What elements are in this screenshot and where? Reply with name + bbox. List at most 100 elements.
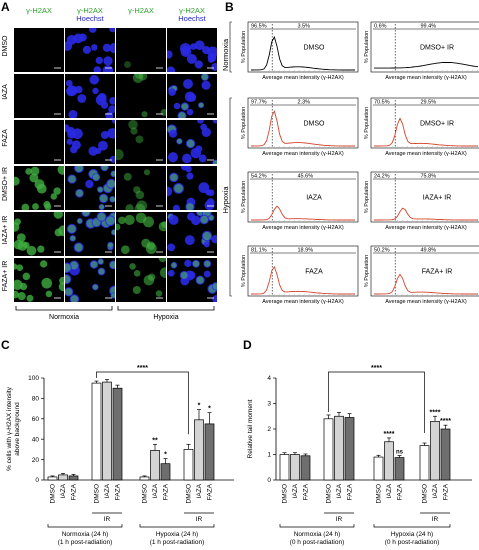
x-tick xyxy=(352,293,356,297)
x-tick xyxy=(312,145,316,149)
x-tick xyxy=(277,145,281,149)
gate-right-percent: 3.5% xyxy=(298,24,311,30)
group-bracket xyxy=(279,524,355,528)
x-tick xyxy=(445,219,449,223)
x-tick xyxy=(307,293,311,297)
y-tick-label: 40 xyxy=(32,436,40,443)
nucleus-signal xyxy=(37,245,45,253)
nucleus-signal xyxy=(170,173,178,182)
x-axis-label: Average mean intensity (γ-H2AX) xyxy=(262,75,344,81)
nucleus-signal xyxy=(107,179,115,188)
group-label: Normoxia (24 h) xyxy=(294,531,341,538)
nucleus-signal xyxy=(70,295,79,302)
x-tick xyxy=(410,69,414,73)
significance-mark: **** xyxy=(440,418,451,425)
nucleus-signal xyxy=(65,263,71,273)
nucleus-signal xyxy=(212,160,217,164)
x-tick xyxy=(430,293,434,297)
group-bracket xyxy=(47,524,123,528)
histogram-plot: % Population Average mean intensity (γ-H2… xyxy=(241,245,359,305)
x-tick-label: FAZA xyxy=(115,483,122,500)
x-tick xyxy=(395,219,399,223)
nucleus-signal xyxy=(134,74,144,79)
x-tick xyxy=(292,293,296,297)
nucleus xyxy=(183,78,193,89)
nucleus-signal xyxy=(204,260,211,267)
x-tick xyxy=(470,69,474,73)
column-header-line1: γ-H2AX xyxy=(26,6,52,15)
nucleus xyxy=(187,212,196,221)
nucleus xyxy=(211,62,217,72)
y-axis-label: Relative tail moment xyxy=(247,399,254,458)
x-tick xyxy=(332,219,336,223)
nucleus-signal xyxy=(14,222,20,232)
x-tick xyxy=(390,293,394,297)
nucleus xyxy=(184,235,195,246)
x-tick xyxy=(317,145,321,149)
nucleus-signal xyxy=(111,171,115,177)
nucleus xyxy=(88,146,98,156)
x-tick xyxy=(337,293,341,297)
nucleus-signal xyxy=(34,179,45,190)
x-tick xyxy=(292,69,296,73)
nucleus xyxy=(109,155,115,163)
x-tick xyxy=(337,69,341,73)
nucleus-signal xyxy=(59,276,64,285)
sample-label: FAZA xyxy=(305,269,323,276)
micrograph-image xyxy=(67,166,115,210)
bar xyxy=(183,449,194,481)
column-header: γ-H2AX Hoechst xyxy=(65,7,115,23)
micrograph-image xyxy=(65,28,115,72)
x-tick xyxy=(410,145,414,149)
micrograph-tile xyxy=(14,258,64,302)
x-tick xyxy=(317,69,321,73)
panel-letter-d: D xyxy=(243,338,252,352)
nucleus xyxy=(88,28,97,33)
nucleus-signal xyxy=(92,173,100,181)
row-label: FAZA xyxy=(2,129,9,147)
x-tick xyxy=(332,69,336,73)
x-tick xyxy=(272,293,276,297)
nucleus-signal xyxy=(133,270,141,277)
gate-left-percent: 81.1% xyxy=(251,248,267,254)
bar xyxy=(430,420,440,481)
x-tick xyxy=(400,293,404,297)
micrograph-tile xyxy=(116,212,166,256)
histogram-curve xyxy=(374,273,478,295)
x-tick-label: DMSO xyxy=(186,484,193,504)
nucleus-signal xyxy=(45,290,53,298)
bar xyxy=(344,417,355,481)
x-tick xyxy=(420,219,424,223)
nucleus-signal xyxy=(186,139,195,148)
ir-label: IR xyxy=(336,516,343,523)
y-axis-label: % Population xyxy=(241,181,247,213)
nucleus xyxy=(184,259,192,268)
micrograph-image xyxy=(124,61,163,69)
x-tick xyxy=(470,145,474,149)
y-axis-label: % Population xyxy=(241,31,247,63)
gate-right-percent: 99.4% xyxy=(421,24,437,30)
nucleus-signal xyxy=(180,271,188,279)
nucleus-signal xyxy=(143,216,154,228)
micrograph-tile xyxy=(116,120,166,164)
histogram-plot: % Population Average mean intensity (γ-H2… xyxy=(241,97,359,157)
sample-label: FAZA+ IR xyxy=(422,269,453,276)
nucleus-signal xyxy=(158,258,166,263)
x-tick xyxy=(465,69,469,73)
column-header-line2: Hoechst xyxy=(76,14,104,23)
x-tick xyxy=(455,69,459,73)
nucleus xyxy=(167,50,173,59)
plot-frame xyxy=(247,171,359,223)
x-tick xyxy=(395,69,399,73)
x-tick xyxy=(440,293,444,297)
sample-label: DMSO xyxy=(304,45,326,52)
x-tick xyxy=(292,219,296,223)
nucleus-signal xyxy=(121,245,130,254)
nucleus xyxy=(212,294,217,302)
nucleus-signal xyxy=(124,61,131,68)
significance-bracket xyxy=(328,371,425,434)
nucleus xyxy=(85,179,94,189)
nucleus xyxy=(98,140,108,151)
plot-frame xyxy=(247,245,359,297)
group-bracket xyxy=(139,524,215,528)
